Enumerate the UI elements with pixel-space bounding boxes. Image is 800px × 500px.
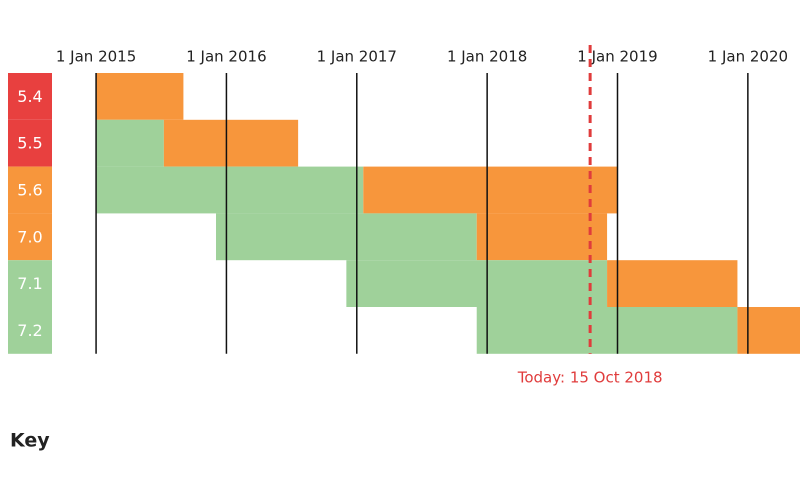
today-label: Today: 15 Oct 2018 xyxy=(517,369,663,387)
row-label: 7.1 xyxy=(17,274,42,293)
row-label-box xyxy=(8,307,52,354)
bar xyxy=(363,166,618,214)
bar xyxy=(96,166,364,214)
bar xyxy=(476,213,608,261)
bar xyxy=(163,119,299,167)
x-tick-label: 1 Jan 2015 xyxy=(56,48,136,66)
bar xyxy=(216,213,477,261)
row-label: 5.4 xyxy=(17,87,42,106)
row-label: 5.5 xyxy=(17,134,42,153)
x-tick-label: 1 Jan 2019 xyxy=(577,48,657,66)
bar xyxy=(96,119,164,167)
x-tick-label: 1 Jan 2016 xyxy=(186,48,266,66)
row-label-box xyxy=(8,119,52,167)
row-label: 7.0 xyxy=(17,227,42,246)
bar xyxy=(346,260,608,307)
row-label-box xyxy=(8,260,52,307)
row-label: 5.6 xyxy=(17,181,42,200)
row-label-box xyxy=(8,73,52,120)
bar xyxy=(607,260,738,307)
bar xyxy=(476,307,738,354)
bar xyxy=(737,307,800,354)
x-tick-label: 1 Jan 2018 xyxy=(447,48,527,66)
key-title: Key xyxy=(10,430,50,452)
bar xyxy=(96,73,184,120)
row-label: 7.2 xyxy=(17,321,42,340)
x-tick-label: 1 Jan 2017 xyxy=(317,48,397,66)
row-label-box xyxy=(8,213,52,261)
x-tick-label: 1 Jan 2020 xyxy=(708,48,788,66)
row-label-box xyxy=(8,166,52,214)
